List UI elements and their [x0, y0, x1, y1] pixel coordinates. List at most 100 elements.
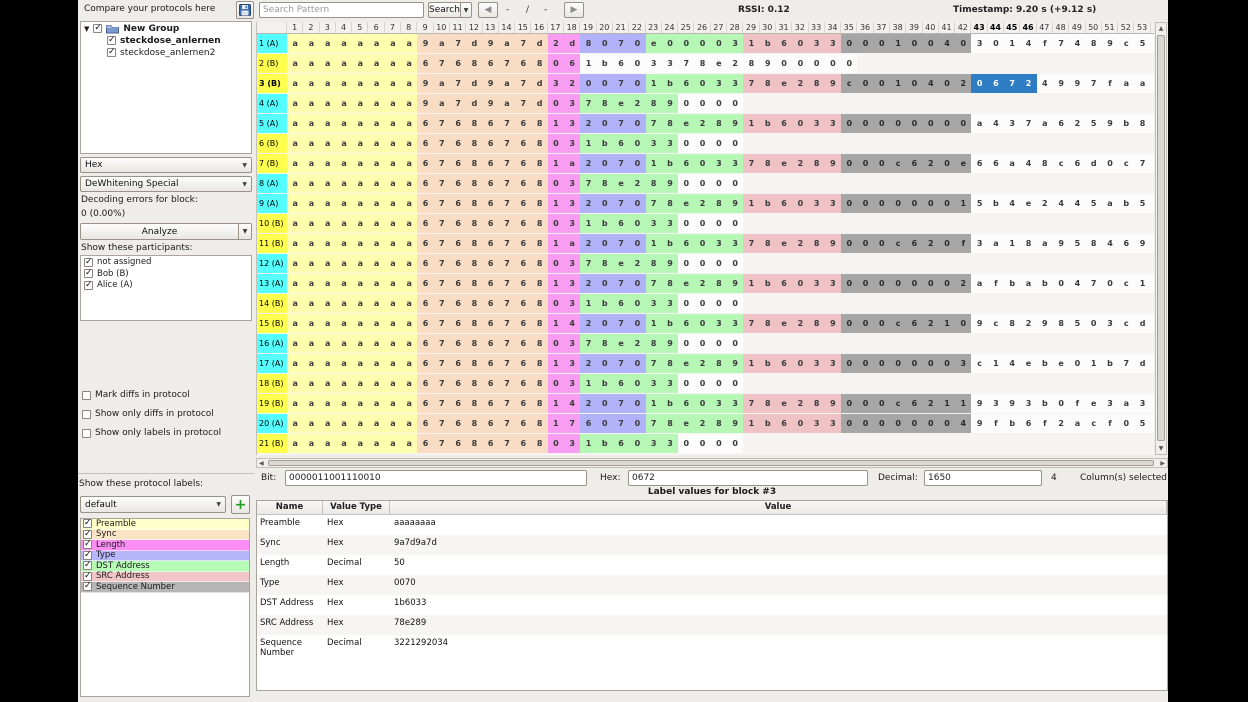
hex-cell[interactable]: 3	[564, 434, 581, 453]
hex-cell[interactable]: a	[335, 314, 353, 333]
hex-cell[interactable]: e	[1052, 354, 1070, 373]
hex-cell[interactable]: 8	[531, 414, 548, 433]
hex-cell[interactable]: 6	[515, 234, 532, 253]
row-header[interactable]: 4 (A)	[257, 94, 287, 113]
hex-cell[interactable]: 9	[1052, 74, 1070, 93]
hex-cell[interactable]: a	[303, 74, 320, 93]
hex-cell[interactable]: a	[287, 294, 304, 313]
hex-cell[interactable]: 6	[612, 374, 630, 393]
participant-row[interactable]: Bob (B)	[81, 268, 251, 280]
hex-cell[interactable]: 0	[678, 34, 695, 53]
vertical-scrollbar[interactable]: ▲ ▼	[1155, 22, 1167, 455]
hex-cell[interactable]: 0	[629, 194, 646, 213]
hex-cell[interactable]: e	[678, 274, 695, 293]
hex-cell[interactable]: 6	[515, 134, 532, 153]
hex-cell[interactable]: b	[661, 394, 679, 413]
hex-cell[interactable]: a	[384, 214, 402, 233]
label-value-row[interactable]: Sync Hex 9a7d9a7d	[257, 535, 1167, 555]
hex-cell[interactable]: 9	[824, 394, 842, 413]
hex-cell[interactable]: 8	[759, 74, 776, 93]
hex-cell[interactable]: b	[596, 54, 613, 73]
hex-cell[interactable]: a	[352, 394, 369, 413]
hex-cell[interactable]: 7	[612, 34, 630, 53]
hex-cell[interactable]: 0	[596, 314, 613, 333]
hex-cell[interactable]: 3	[727, 34, 744, 53]
hex-cell[interactable]: 6	[482, 294, 499, 313]
hex-cell[interactable]: 6	[449, 214, 467, 233]
hex-cell[interactable]: d	[1134, 354, 1151, 373]
hex-cell[interactable]: 6	[417, 154, 434, 173]
hex-cell[interactable]: 6	[482, 234, 499, 253]
column-header[interactable]: 11	[450, 22, 467, 33]
hex-cell[interactable]: 7	[498, 354, 516, 373]
hex-cell[interactable]: 0	[694, 94, 711, 113]
hex-cell[interactable]: 0	[710, 214, 728, 233]
hex-cell[interactable]: 0	[857, 154, 874, 173]
hex-cell[interactable]: a	[287, 254, 304, 273]
tree-item[interactable]: steckdose_anlernen2	[81, 47, 251, 58]
hex-cell[interactable]: a	[335, 74, 353, 93]
hex-cell[interactable]: a	[368, 134, 385, 153]
hex-cell[interactable]: e	[612, 334, 630, 353]
hex-cell[interactable]: 0	[694, 374, 711, 393]
protocol-label-row[interactable]: Sequence Number	[81, 581, 249, 593]
hex-cell[interactable]: a	[401, 134, 418, 153]
column-header[interactable]: 41	[939, 22, 956, 33]
checkbox[interactable]	[83, 581, 92, 592]
hex-cell[interactable]: a	[368, 74, 385, 93]
hex-cell[interactable]: a	[319, 194, 336, 213]
hex-cell[interactable]: a	[335, 34, 353, 53]
hex-cell[interactable]: 0	[841, 194, 858, 213]
checkbox[interactable]	[82, 409, 91, 419]
hex-cell[interactable]: 8	[466, 374, 483, 393]
hex-cell[interactable]: 8	[661, 354, 679, 373]
hex-cell[interactable]: a	[319, 114, 336, 133]
hex-cell[interactable]: 0	[873, 394, 890, 413]
hex-cell[interactable]: 2	[564, 74, 581, 93]
hex-cell[interactable]: a	[303, 54, 320, 73]
hex-cell[interactable]: 7	[645, 194, 662, 213]
hex-cell[interactable]: 0	[775, 54, 793, 73]
hex-cell[interactable]: 6	[449, 174, 467, 193]
hex-cell[interactable]: 1	[743, 354, 760, 373]
hex-cell[interactable]: 7	[449, 94, 467, 113]
checkbox[interactable]	[84, 268, 93, 279]
hex-cell[interactable]: 0	[792, 114, 809, 133]
hex-cell[interactable]: 3	[645, 294, 662, 313]
column-header[interactable]: 22	[629, 22, 646, 33]
hex-cell[interactable]: 8	[661, 274, 679, 293]
hex-cell[interactable]: 0	[629, 134, 646, 153]
hex-cell[interactable]: 0	[1101, 274, 1119, 293]
hex-cell[interactable]: 6	[678, 74, 695, 93]
hex-cell[interactable]: 6	[775, 274, 793, 293]
hex-cell[interactable]: 0	[661, 34, 679, 53]
hex-cell[interactable]: 6	[417, 414, 434, 433]
hex-cell[interactable]: 3	[824, 354, 842, 373]
hex-cell[interactable]: b	[1036, 354, 1053, 373]
hex-cell[interactable]: 0	[857, 234, 874, 253]
diff-option[interactable]: Show only labels in protocol	[82, 428, 252, 438]
hex-cell[interactable]: 0	[694, 174, 711, 193]
column-header[interactable]: 51	[1102, 22, 1119, 33]
hex-cell[interactable]: b	[759, 274, 776, 293]
hex-cell[interactable]: a	[368, 314, 385, 333]
hex-cell[interactable]: 2	[922, 234, 939, 253]
hex-cell[interactable]: a	[319, 274, 336, 293]
hex-cell[interactable]: 0	[727, 434, 744, 453]
hex-cell[interactable]: a	[384, 114, 402, 133]
hex-cell[interactable]: b	[661, 74, 679, 93]
hex-cell[interactable]: a	[433, 74, 450, 93]
hex-cell[interactable]: 2	[580, 194, 597, 213]
column-header[interactable]: 42	[955, 22, 972, 33]
hex-cell[interactable]: 6	[482, 174, 499, 193]
hex-cell[interactable]: f	[1150, 354, 1154, 373]
hex-cell[interactable]: 0	[857, 414, 874, 433]
hex-cell[interactable]: a	[384, 374, 402, 393]
hex-cell[interactable]: 3	[710, 154, 728, 173]
hex-cell[interactable]: 8	[710, 194, 728, 213]
hex-cell[interactable]: 7	[645, 274, 662, 293]
hex-cell[interactable]: a	[368, 154, 385, 173]
hex-cell[interactable]: a	[319, 174, 336, 193]
hex-cell[interactable]: 3	[645, 134, 662, 153]
hex-cell[interactable]: 0	[629, 54, 646, 73]
